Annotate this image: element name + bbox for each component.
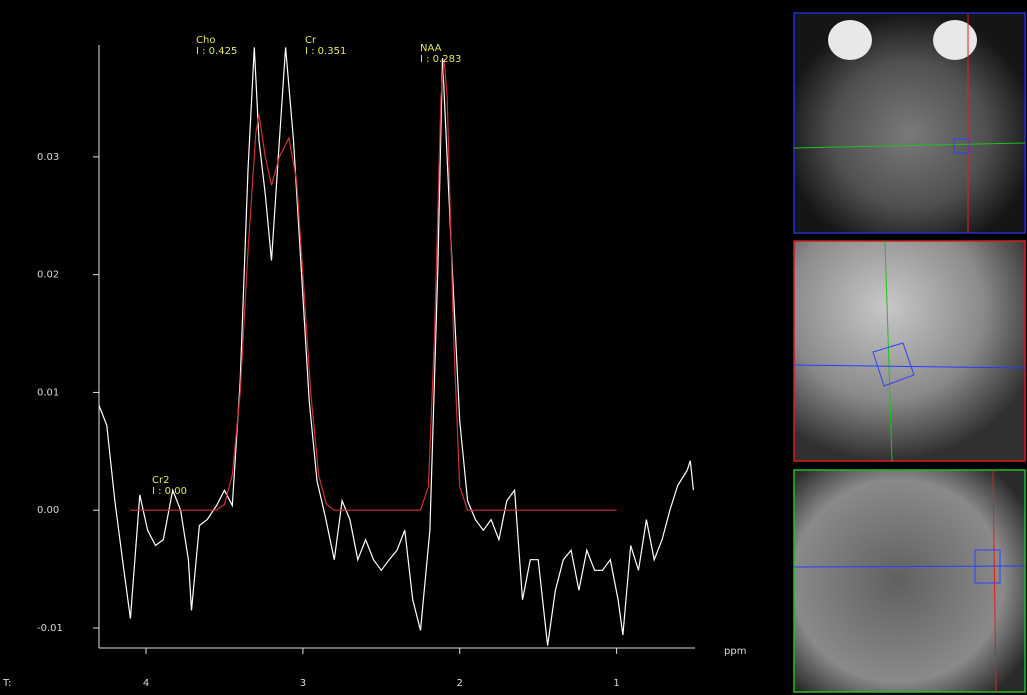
peak-name: Cr2 bbox=[152, 475, 169, 486]
screen: ppm T: -0.010.000.010.020.034321ChoI : 0… bbox=[0, 0, 1027, 695]
eye bbox=[828, 20, 872, 60]
spectrum-line bbox=[99, 47, 693, 645]
peak-name: Cho bbox=[196, 35, 215, 46]
y-tick-label: 0.02 bbox=[37, 270, 59, 281]
x-tick-label: 2 bbox=[457, 678, 463, 689]
coronal-image bbox=[794, 470, 1025, 692]
peak-name: NAA bbox=[420, 43, 442, 54]
x-axis-label: ppm bbox=[724, 646, 746, 657]
sagittal-image bbox=[794, 241, 1025, 461]
x-tick-label: 4 bbox=[143, 678, 149, 689]
y-tick-label: -0.01 bbox=[37, 623, 63, 634]
y-tick-label: 0.00 bbox=[37, 505, 59, 516]
peak-integral: I : 0.351 bbox=[305, 46, 346, 57]
peak-integral: I : 0.425 bbox=[196, 46, 237, 57]
axial-image bbox=[794, 13, 1025, 233]
corner-label: T: bbox=[2, 678, 11, 689]
y-tick-label: 0.01 bbox=[37, 387, 59, 398]
eye bbox=[933, 20, 977, 60]
y-tick-label: 0.03 bbox=[37, 152, 59, 163]
peak-integral: I : 0.00 bbox=[152, 486, 187, 497]
peak-integral: I : 0.283 bbox=[420, 54, 461, 65]
spectrum-line bbox=[130, 59, 616, 510]
mri-panels bbox=[794, 13, 1025, 692]
x-tick-label: 1 bbox=[613, 678, 619, 689]
x-tick-label: 3 bbox=[300, 678, 306, 689]
peak-name: Cr bbox=[305, 35, 317, 46]
